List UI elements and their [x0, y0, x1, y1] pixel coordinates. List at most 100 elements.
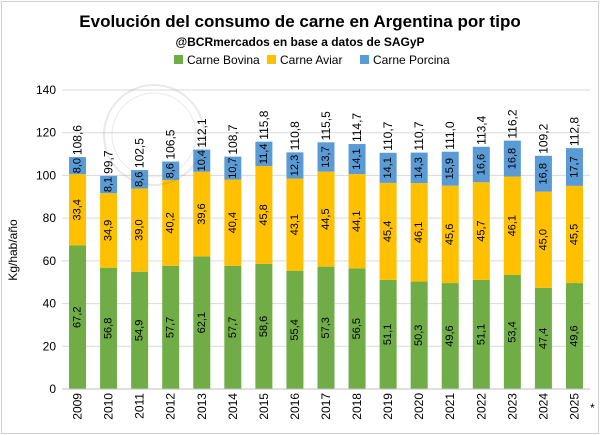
bar-segment	[193, 149, 211, 172]
total-label: 108,6	[71, 125, 85, 155]
data-label: 13,7	[320, 146, 332, 167]
data-label: 51,1	[382, 324, 394, 345]
bar-segment	[348, 144, 366, 175]
data-label: 16,8	[506, 148, 518, 169]
bar-segment	[441, 151, 459, 186]
total-label: 115,8	[257, 110, 271, 139]
bar-segment	[162, 265, 180, 389]
bar-segment	[534, 287, 552, 389]
legend-swatch	[360, 55, 369, 64]
data-label: 34,9	[103, 220, 115, 241]
data-label: 16,8	[537, 163, 549, 184]
data-label: 45,4	[382, 221, 394, 242]
data-label: 40,2	[165, 212, 177, 233]
bar-segment	[472, 279, 490, 389]
chart-subtitle: @BCRmercados en base a datos de SAGyP	[175, 35, 424, 49]
data-label: 67,2	[72, 307, 84, 328]
data-label: 17,7	[568, 156, 580, 177]
x-tick-label: 2021	[443, 393, 457, 420]
bar-segment	[565, 148, 583, 186]
data-label: 46,1	[413, 222, 425, 243]
data-label: 16,6	[475, 154, 487, 175]
y-tick-label: 40	[43, 297, 57, 311]
bar-segment	[224, 179, 242, 266]
data-label: 39,0	[134, 219, 146, 240]
data-label: 45,0	[537, 229, 549, 250]
data-label: 10,7	[227, 157, 239, 178]
x-tick-label: 2015	[257, 393, 271, 420]
axes: 0 20 40 60 80 100 120 140 2009 2010 2011 2012 2013 20…	[36, 83, 595, 420]
total-label: 106,5	[164, 129, 178, 159]
x-tick-label: 2012	[164, 393, 178, 420]
bar-segment	[379, 182, 397, 280]
bar-segment	[503, 176, 521, 275]
legend-swatch	[267, 55, 276, 64]
legend-label: Carne Aviar	[280, 53, 342, 67]
data-label: 50,3	[413, 325, 425, 346]
total-label: 112,8	[567, 117, 581, 146]
bar-segment	[472, 182, 490, 280]
bar-segment	[131, 188, 149, 272]
y-tick-label: 120	[36, 126, 56, 140]
bar-segment	[100, 193, 118, 268]
bar-segment	[410, 183, 428, 282]
bar-segment	[131, 271, 149, 389]
footnote-mark: *	[590, 401, 595, 415]
y-axis-label: Kg/hab/año	[6, 219, 20, 281]
data-label: 39,6	[196, 203, 208, 224]
total-label: 110,8	[288, 121, 302, 150]
bar-segment	[286, 178, 304, 271]
x-tick-label: 2009	[71, 393, 85, 420]
data-label: 45,6	[444, 224, 456, 245]
data-label: 57,7	[165, 317, 177, 338]
total-label: 113,4	[474, 115, 488, 144]
x-tick-label: 2017	[319, 393, 333, 420]
bar-segment	[565, 283, 583, 389]
bar-segment	[131, 170, 149, 189]
bar-segment	[503, 274, 521, 389]
data-label: 57,3	[320, 317, 332, 338]
x-tick-label: 2020	[412, 393, 426, 420]
y-tick-label: 0	[49, 382, 56, 396]
legend-label: Carne Porcina	[373, 53, 450, 67]
data-label: 44,1	[351, 211, 363, 232]
data-label: 14,3	[413, 157, 425, 178]
bar-segment	[286, 270, 304, 389]
data-label: 33,4	[72, 199, 84, 220]
x-tick-label: 2024	[536, 393, 550, 420]
bar-segment	[69, 245, 87, 389]
bar-segment	[193, 171, 211, 257]
data-label: 56,8	[103, 318, 115, 339]
data-label: 8,1	[103, 177, 115, 192]
total-label: 112,1	[195, 118, 209, 147]
bar-segment	[193, 256, 211, 389]
data-label: 51,1	[475, 324, 487, 345]
bar-segment	[317, 266, 335, 389]
bar-segment	[441, 185, 459, 284]
bar-segment	[410, 152, 428, 184]
bar-segment	[565, 185, 583, 284]
bar-segment	[255, 263, 273, 389]
bar-segment	[224, 265, 242, 389]
bar-segment	[255, 141, 273, 167]
data-label: 49,6	[568, 325, 580, 346]
bar-segment	[348, 174, 366, 269]
bar-segment	[100, 175, 118, 194]
total-label: 110,7	[381, 121, 395, 150]
total-label: 111,0	[443, 121, 457, 150]
data-label: 54,9	[134, 320, 146, 341]
data-label: 45,8	[258, 204, 270, 225]
x-tick-label: 2016	[288, 393, 302, 420]
x-tick-label: 2022	[474, 393, 488, 420]
total-label: 109,2	[536, 123, 550, 153]
bar-segment	[100, 267, 118, 389]
data-label: 15,9	[444, 158, 456, 179]
x-tick-label: 2010	[102, 393, 116, 420]
y-tick-label: 140	[36, 83, 56, 97]
data-label: 45,7	[475, 220, 487, 241]
chart-title: Evolución del consumo de carne en Argent…	[79, 12, 520, 31]
legend-label: Carne Bovina	[187, 53, 260, 67]
data-label: 8,6	[165, 163, 177, 178]
bar-segment	[69, 174, 87, 246]
